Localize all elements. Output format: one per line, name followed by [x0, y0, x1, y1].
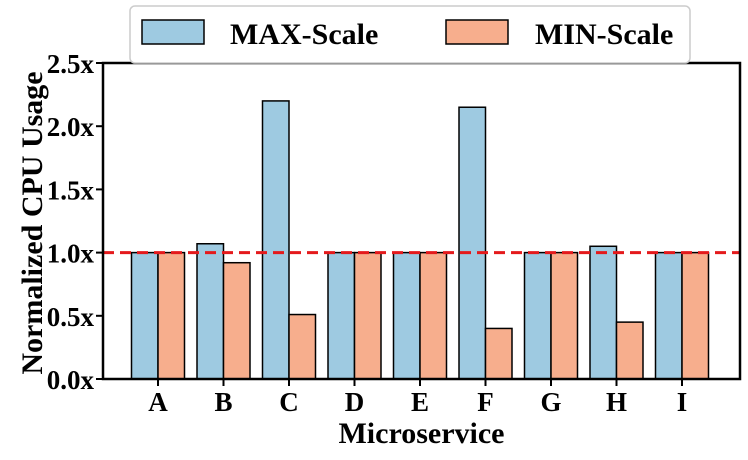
x-tick-label-f: F	[477, 387, 494, 417]
x-axis-ticks: A B C D E F G H I	[148, 379, 687, 417]
legend-swatch-min-scale	[445, 19, 509, 45]
x-tick-label-h: H	[606, 387, 627, 417]
y-axis-title: Normalized CPU Usage	[16, 71, 49, 374]
x-tick-label-e: E	[411, 387, 429, 417]
y-tick-label: 1.5x	[47, 175, 95, 205]
x-tick-label-b: B	[214, 387, 232, 417]
legend-label-max-scale: MAX-Scale	[230, 18, 378, 51]
bars-layer	[130, 100, 710, 380]
x-axis-title: Microservice	[338, 417, 504, 450]
y-tick-label: 1.0x	[47, 239, 95, 269]
x-tick-label-i: I	[677, 387, 688, 417]
bar-max-scale-h	[589, 245, 618, 380]
legend: MAX-Scale MIN-Scale	[129, 5, 691, 64]
y-tick-label: 0.0x	[47, 365, 95, 395]
bar-max-scale-i	[654, 251, 683, 380]
x-tick-label-g: G	[540, 387, 561, 417]
bar-min-scale-c	[288, 313, 317, 380]
bar-min-scale-i	[681, 251, 710, 380]
bar-max-scale-a	[130, 251, 159, 380]
y-tick-label: 2.0x	[47, 112, 95, 142]
bar-max-scale-g	[523, 251, 552, 380]
y-tick-label: 0.5x	[47, 302, 95, 332]
x-tick-label-c: C	[279, 387, 299, 417]
bar-min-scale-a	[157, 251, 186, 380]
bar-min-scale-f	[484, 327, 513, 380]
legend-label-min-scale: MIN-Scale	[535, 18, 673, 51]
y-axis-ticks: 0.0x 0.5x 1.0x 1.5x 2.0x 2.5x	[47, 49, 103, 395]
bar-min-scale-e	[419, 251, 448, 380]
bar-max-scale-e	[392, 251, 421, 380]
bar-max-scale-c	[261, 100, 290, 380]
y-tick-label: 2.5x	[47, 49, 95, 79]
bar-max-scale-b	[196, 243, 225, 380]
bar-max-scale-f	[458, 106, 487, 380]
legend-box	[129, 5, 691, 64]
bar-min-scale-g	[550, 251, 579, 380]
bar-max-scale-d	[327, 251, 356, 380]
bar-min-scale-d	[353, 251, 382, 380]
x-tick-label-d: D	[345, 387, 365, 417]
x-tick-label-a: A	[148, 387, 168, 417]
bar-min-scale-b	[222, 261, 251, 380]
legend-swatch-max-scale	[141, 19, 205, 45]
bar-min-scale-h	[615, 321, 644, 380]
